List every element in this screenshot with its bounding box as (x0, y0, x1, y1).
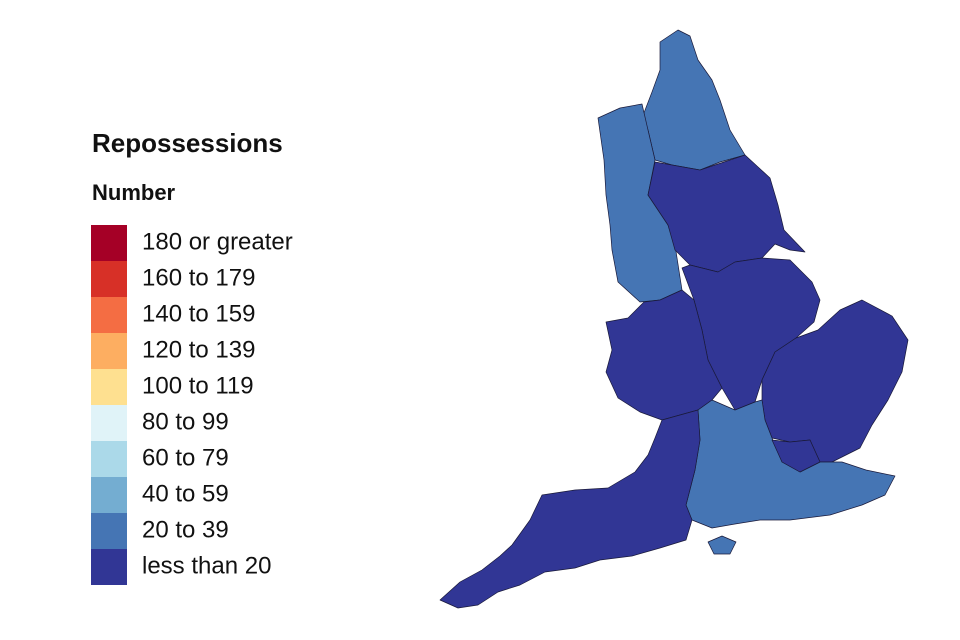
legend-label: 120 to 139 (142, 336, 255, 363)
legend-swatch (91, 513, 127, 549)
region (641, 29, 746, 171)
legend-swatch (91, 225, 127, 261)
legend-label: 160 to 179 (142, 264, 255, 291)
legend-label: 40 to 59 (142, 480, 229, 507)
region (771, 439, 821, 473)
region (647, 154, 806, 273)
legend-label: 100 to 119 (142, 372, 254, 399)
map (439, 29, 909, 609)
legend-swatch (91, 549, 127, 585)
legend-swatch (91, 441, 127, 477)
legend-label: less than 20 (142, 552, 271, 579)
legend-swatch (91, 369, 127, 405)
region (605, 289, 723, 421)
legend: 180 or greater 160 to 179 140 to 159 120 to… (91, 225, 293, 585)
legend-swatch (91, 333, 127, 369)
legend-label: 20 to 39 (142, 516, 229, 543)
legend-label: 140 to 159 (142, 300, 255, 327)
region (439, 409, 701, 609)
legend-swatch (91, 477, 127, 513)
legend-subtitle: Number (92, 180, 176, 205)
legend-swatch (91, 297, 127, 333)
legend-label: 180 or greater (142, 228, 293, 255)
legend-label: 60 to 79 (142, 444, 229, 471)
legend-title: Repossessions (92, 128, 283, 158)
region (707, 535, 737, 555)
legend-label: 80 to 99 (142, 408, 229, 435)
legend-swatch (91, 261, 127, 297)
legend-swatch (91, 405, 127, 441)
